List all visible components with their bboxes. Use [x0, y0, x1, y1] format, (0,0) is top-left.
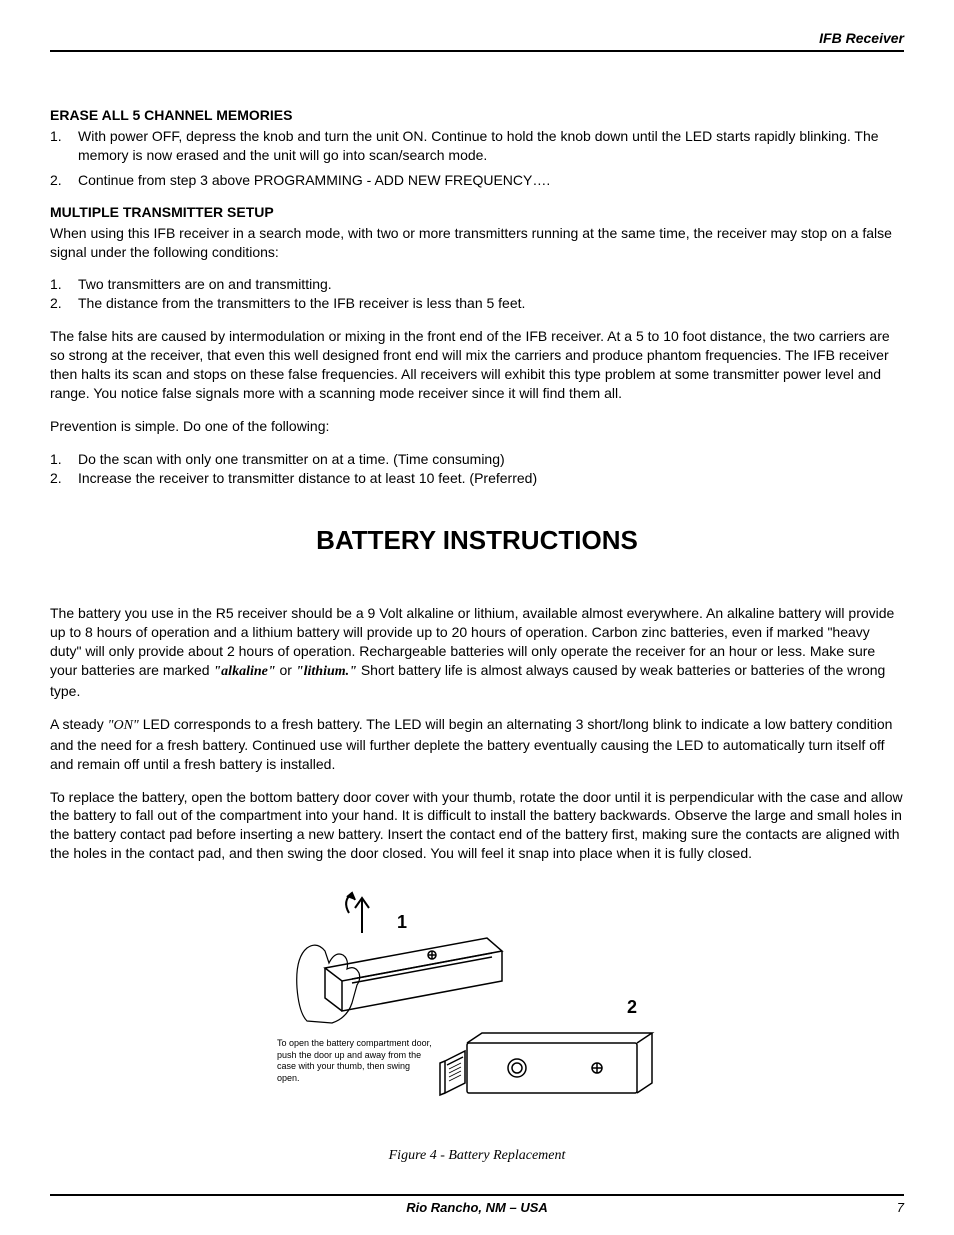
multiple-section: MULTIPLE TRANSMITTER SETUP When using th…	[50, 204, 904, 488]
lithium-label: "lithium."	[296, 664, 357, 679]
footer-text: Rio Rancho, NM – USA	[50, 1200, 904, 1215]
battery-diagram: 1 2 To open the battery	[277, 883, 677, 1123]
list-item: 1.Two transmitters are on and transmitti…	[50, 275, 904, 294]
list-item: 2.Continue from step 3 above PROGRAMMING…	[50, 171, 904, 190]
footer-page: 7	[897, 1200, 904, 1215]
list-item: 2.The distance from the transmitters to …	[50, 294, 904, 313]
list-item: 2.Increase the receiver to transmitter d…	[50, 469, 904, 488]
erase-heading: ERASE ALL 5 CHANNEL MEMORIES	[50, 107, 904, 123]
erase-list: 1.With power OFF, depress the knob and t…	[50, 127, 904, 190]
figure-container: 1 2 To open the battery	[50, 883, 904, 1164]
footer: Rio Rancho, NM – USA 7	[50, 1194, 904, 1215]
list-item: 1.With power OFF, depress the knob and t…	[50, 127, 904, 165]
battery-para3: To replace the battery, open the bottom …	[50, 788, 904, 864]
header: IFB Receiver	[50, 30, 904, 52]
on-label: "ON"	[108, 718, 139, 733]
diagram-caption: To open the battery compartment door, pu…	[277, 1038, 432, 1085]
alkaline-label: "alkaline"	[213, 664, 275, 679]
figure-caption: Figure 4 - Battery Replacement	[50, 1148, 904, 1164]
diagram-label-1: 1	[397, 912, 407, 932]
prevention-intro: Prevention is simple. Do one of the foll…	[50, 417, 904, 436]
battery-title: BATTERY INSTRUCTIONS	[50, 525, 904, 556]
header-title: IFB Receiver	[819, 30, 904, 46]
erase-section: ERASE ALL 5 CHANNEL MEMORIES 1.With powe…	[50, 107, 904, 190]
prevention-list: 1.Do the scan with only one transmitter …	[50, 450, 904, 488]
battery-para2: A steady "ON" LED corresponds to a fresh…	[50, 715, 904, 774]
multiple-explanation: The false hits are caused by intermodula…	[50, 327, 904, 403]
multiple-heading: MULTIPLE TRANSMITTER SETUP	[50, 204, 904, 220]
conditions-list: 1.Two transmitters are on and transmitti…	[50, 275, 904, 313]
list-item: 1.Do the scan with only one transmitter …	[50, 450, 904, 469]
battery-para1: The battery you use in the R5 receiver s…	[50, 604, 904, 700]
diagram-label-2: 2	[627, 997, 637, 1017]
multiple-intro: When using this IFB receiver in a search…	[50, 224, 904, 262]
